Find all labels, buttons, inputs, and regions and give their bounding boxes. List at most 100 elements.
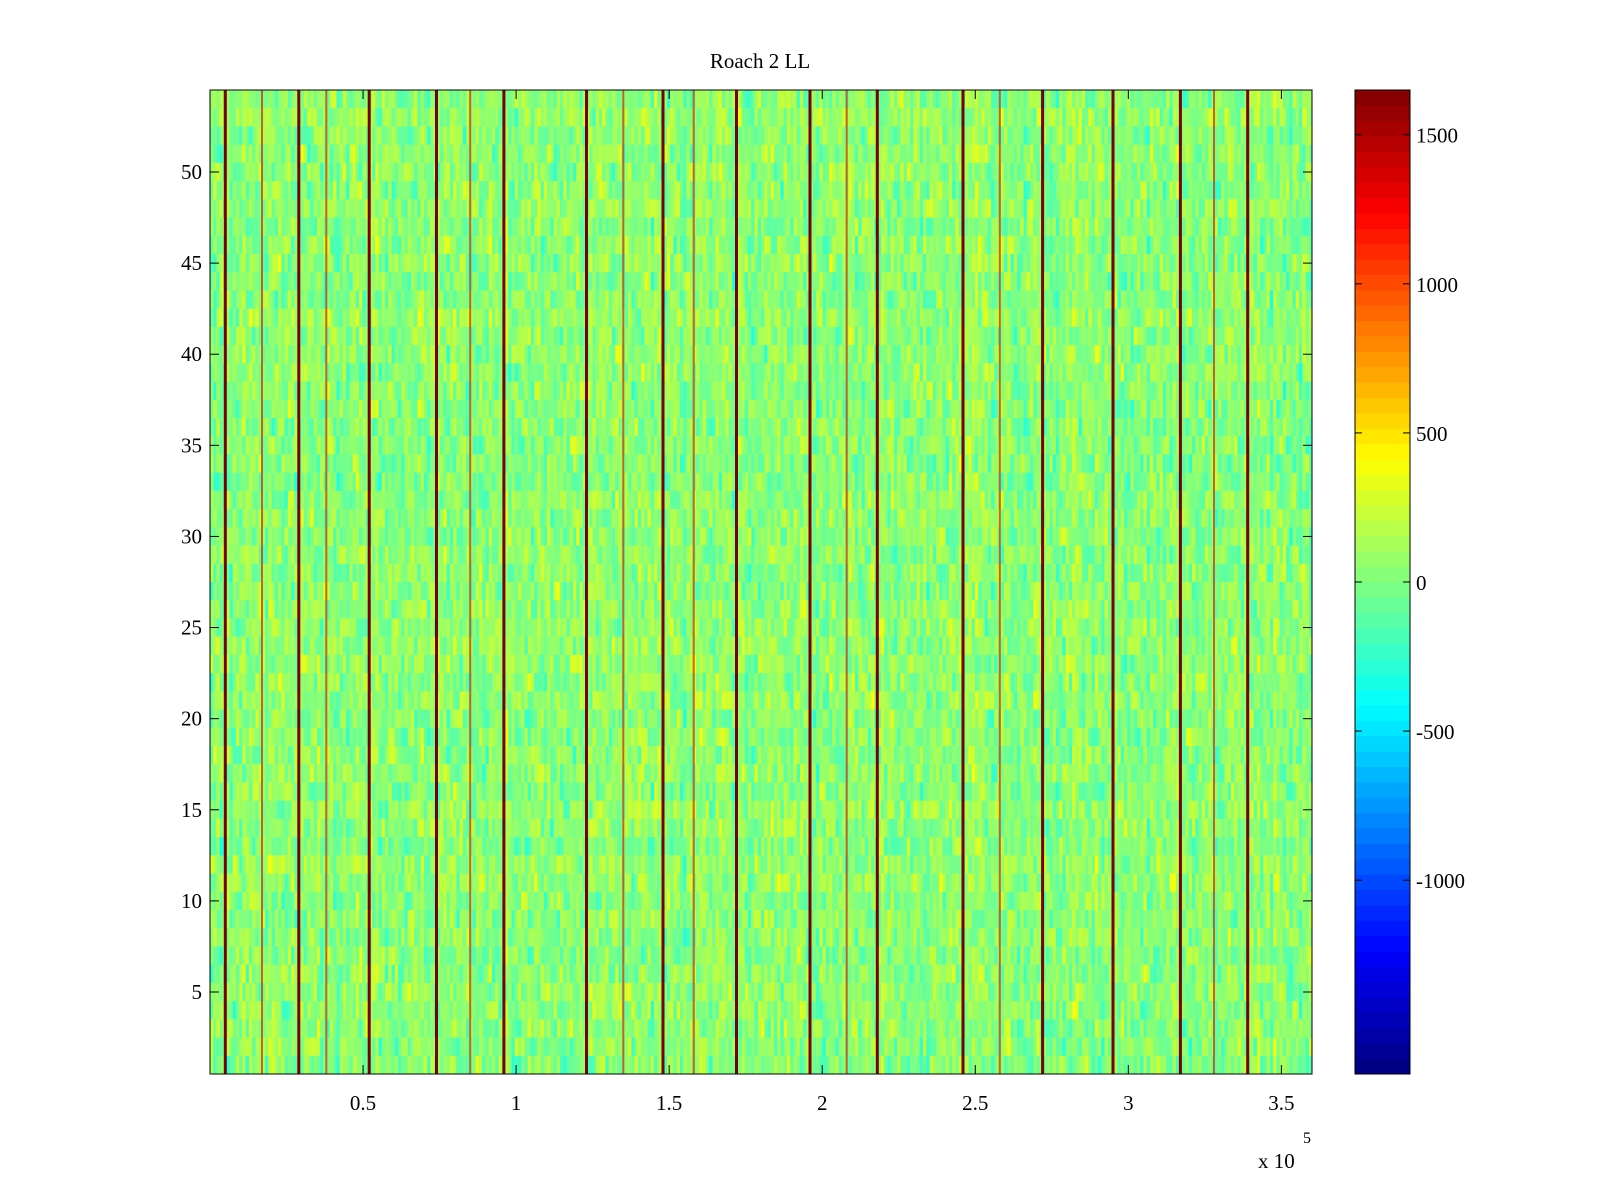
heatmap-cell <box>462 673 467 692</box>
heatmap-cell <box>235 363 240 382</box>
heatmap-cell <box>482 418 486 437</box>
heatmap-cell <box>307 855 311 874</box>
heatmap-cell <box>407 345 412 364</box>
heatmap-cell <box>333 964 337 984</box>
heatmap-cell <box>310 673 315 692</box>
heatmap-cell <box>485 472 490 492</box>
heatmap-cell <box>488 873 493 893</box>
heatmap-cell <box>245 727 250 747</box>
heatmap-cell <box>475 90 480 109</box>
heatmap-cell <box>284 326 289 346</box>
heatmap-cell <box>245 855 250 874</box>
heatmap-cell <box>388 982 392 1002</box>
heatmap-cell <box>248 418 253 437</box>
heatmap-cell <box>333 837 337 856</box>
heatmap-cell <box>456 90 460 109</box>
heatmap-cell <box>323 873 328 893</box>
heatmap-cell <box>323 964 328 984</box>
heatmap-cell <box>482 891 486 911</box>
heatmap-cell <box>410 709 415 729</box>
heatmap-cell <box>407 982 412 1002</box>
heatmap-cell <box>291 326 295 346</box>
heatmap-cell <box>252 928 256 947</box>
heatmap-cell <box>274 1037 279 1057</box>
heatmap-cell <box>446 800 451 820</box>
heatmap-cell <box>475 764 480 783</box>
heatmap-cell <box>278 472 282 492</box>
heatmap-cell <box>245 982 250 1002</box>
heatmap-cell <box>235 563 240 583</box>
heatmap-cell <box>417 90 422 109</box>
heatmap-cell <box>479 436 483 455</box>
heatmap-cell <box>485 290 490 310</box>
heatmap-cell <box>466 381 470 401</box>
heatmap-cell <box>372 490 376 510</box>
heatmap-cell <box>420 837 425 856</box>
heatmap-cell <box>414 600 418 619</box>
heatmap-cell <box>265 199 269 218</box>
heatmap-cell <box>336 181 341 200</box>
heatmap-cell <box>313 490 318 510</box>
heatmap-cell <box>284 90 289 109</box>
heatmap-cell <box>491 490 496 510</box>
heatmap-cell <box>226 381 230 401</box>
heatmap-cell <box>427 199 431 218</box>
heatmap-cell <box>310 418 315 437</box>
heatmap-cell <box>303 873 308 893</box>
heatmap-cell <box>436 928 441 947</box>
heatmap-cell <box>359 800 363 820</box>
heatmap-cell <box>394 1037 399 1057</box>
heatmap-cell <box>326 108 331 127</box>
heatmap-cell <box>466 326 470 346</box>
heatmap-cell <box>355 910 360 929</box>
heatmap-cell <box>410 600 415 619</box>
heatmap-cell <box>339 928 344 947</box>
heatmap-cell <box>459 144 464 164</box>
heatmap-cell <box>397 217 402 237</box>
heatmap-cell <box>329 782 334 802</box>
heatmap-cell <box>219 90 224 109</box>
heatmap-cell <box>401 436 405 455</box>
heatmap-cell <box>310 727 315 747</box>
heatmap-cell <box>462 709 467 729</box>
heatmap-cell <box>229 181 234 200</box>
heatmap-cell <box>265 709 269 729</box>
heatmap-cell <box>336 345 341 364</box>
heatmap-cell <box>252 946 256 966</box>
heatmap-cell <box>242 746 247 765</box>
heatmap-cell <box>326 727 331 747</box>
heatmap-cell <box>329 345 334 364</box>
heatmap-cell <box>349 691 354 710</box>
heatmap-cell <box>462 891 467 911</box>
heatmap-cell <box>401 290 405 310</box>
heatmap-cell <box>274 582 279 601</box>
heatmap-cell <box>375 782 379 802</box>
heatmap-cell <box>274 381 279 401</box>
heatmap-cell <box>316 818 321 838</box>
heatmap-cell <box>235 818 240 838</box>
heatmap-cell <box>281 709 285 729</box>
heatmap-cell <box>342 618 347 638</box>
heatmap-cell <box>284 891 289 911</box>
heatmap-cell <box>410 545 415 565</box>
heatmap-cell <box>436 199 441 218</box>
heatmap-cell <box>504 673 509 692</box>
heatmap-cell <box>255 982 260 1002</box>
heatmap-cell <box>381 181 386 200</box>
heatmap-cell <box>423 235 428 255</box>
heatmap-cell <box>339 254 344 273</box>
heatmap-cell <box>339 199 344 218</box>
heatmap-cell <box>303 746 308 765</box>
heatmap-cell <box>320 126 324 146</box>
heatmap-cell <box>365 673 370 692</box>
heatmap-cell <box>219 982 224 1002</box>
heatmap-cell <box>391 308 396 328</box>
heatmap-cell <box>427 928 431 947</box>
heatmap-cell <box>320 727 324 747</box>
heatmap-cell <box>342 363 347 382</box>
heatmap-cell <box>365 217 370 237</box>
heatmap-cell <box>284 600 289 619</box>
heatmap-cell <box>443 545 447 565</box>
heatmap-cell <box>410 800 415 820</box>
heatmap-cell <box>307 308 311 328</box>
